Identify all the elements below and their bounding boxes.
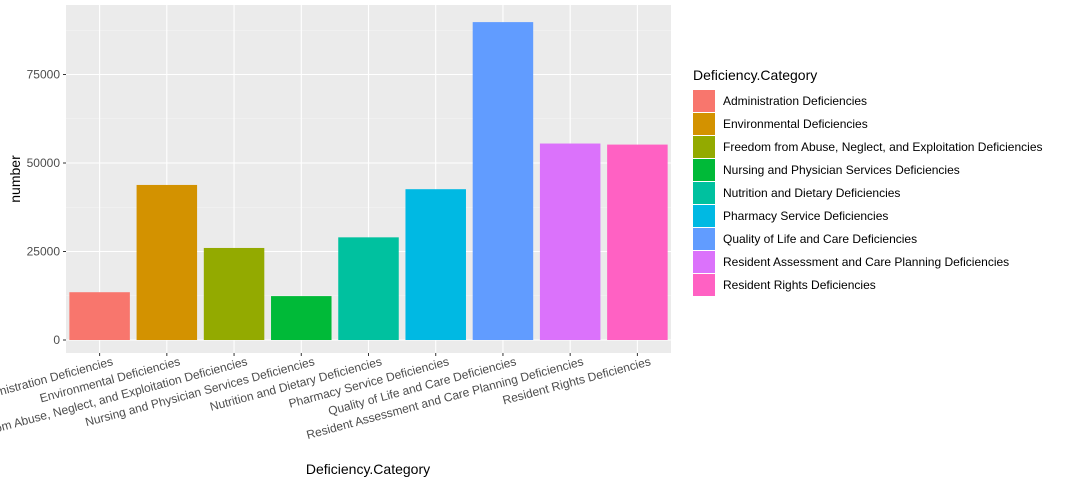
bar: [472, 22, 534, 340]
legend-item-label: Resident Rights Deficiencies: [723, 278, 876, 292]
legend-key: [693, 228, 715, 250]
legend-item-label: Environmental Deficiencies: [723, 117, 868, 131]
legend-title: Deficiency.Category: [693, 67, 817, 83]
y-axis: 0 25000 50000 75000: [27, 68, 66, 347]
y-axis-title: number: [7, 155, 23, 203]
bars: [69, 22, 668, 340]
bar: [69, 292, 130, 340]
legend-item-label: Resident Assessment and Care Planning De…: [723, 255, 1009, 269]
bar: [607, 144, 668, 340]
legend-key: [693, 90, 715, 112]
bar: [539, 143, 601, 340]
y-tick-label: 75000: [27, 68, 61, 82]
legend-key: [693, 274, 715, 296]
legend-item-label: Quality of Life and Care Deficiencies: [723, 232, 917, 246]
legend-item-label: Administration Deficiencies: [723, 94, 867, 108]
bar: [338, 237, 399, 340]
legend-item-label: Freedom from Abuse, Neglect, and Exploit…: [723, 140, 1043, 154]
bar: [203, 247, 265, 340]
legend-item-label: Pharmacy Service Deficiencies: [723, 209, 888, 223]
bar: [136, 184, 198, 340]
y-tick-label: 0: [53, 333, 60, 347]
legend-key: [693, 182, 715, 204]
legend-key: [693, 205, 715, 227]
legend-key: [693, 136, 715, 158]
x-axis-title: Deficiency.Category: [306, 461, 430, 477]
bar: [405, 189, 466, 340]
bar: [271, 296, 332, 340]
legend-key: [693, 159, 715, 181]
x-axis: Administration DeficienciesEnvironmental…: [0, 353, 652, 451]
legend-key: [693, 251, 715, 273]
y-tick-label: 25000: [27, 245, 61, 259]
legend-item-label: Nutrition and Dietary Deficiencies: [723, 186, 900, 200]
legend-key: [693, 113, 715, 135]
legend: Deficiency.Category Administration Defic…: [693, 67, 1043, 296]
legend-item-label: Nursing and Physician Services Deficienc…: [723, 163, 960, 177]
y-tick-label: 50000: [27, 156, 61, 170]
